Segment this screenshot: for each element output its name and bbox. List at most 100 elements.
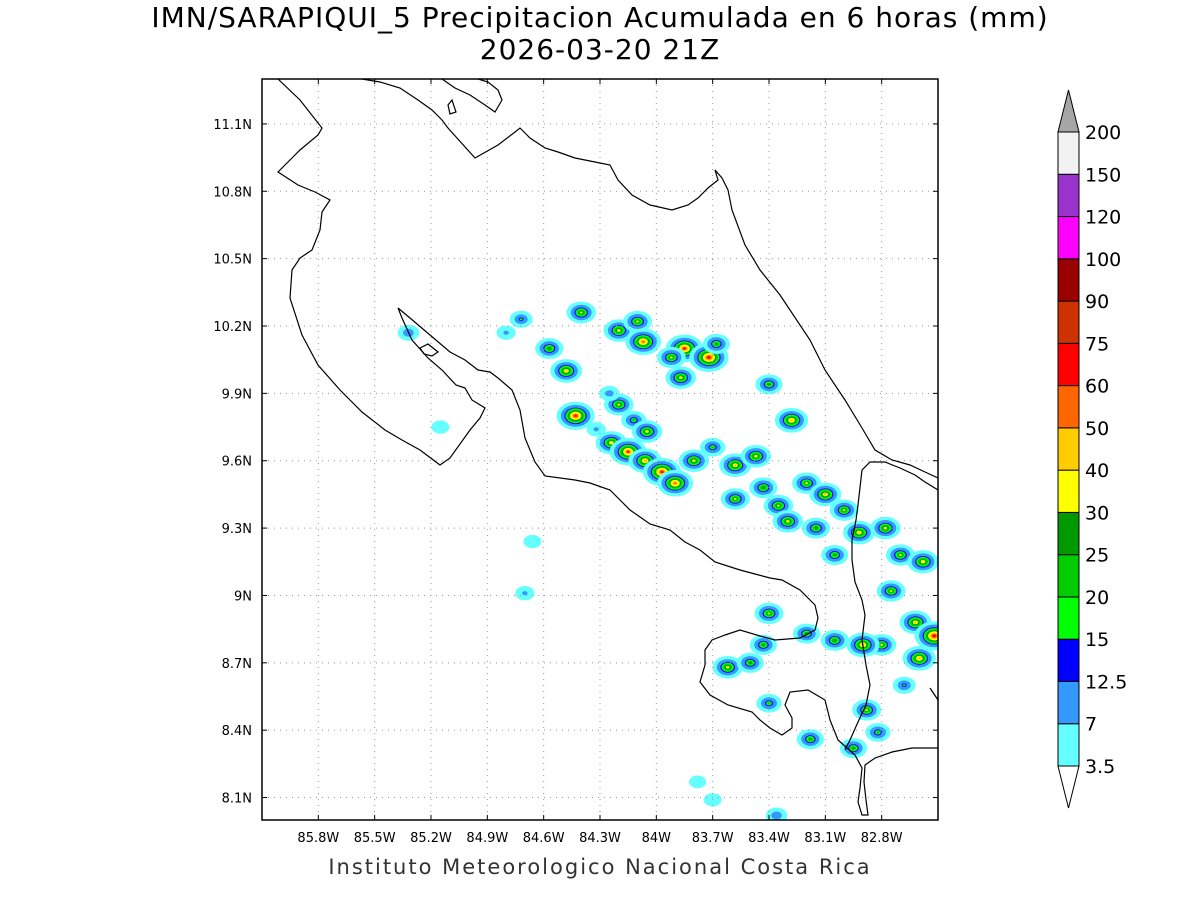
tick-label-lat: 11.1N [213, 118, 252, 133]
precip-cell-62 [431, 420, 450, 434]
tick-label-lat: 8.1N [222, 792, 252, 807]
precip-contour [503, 330, 509, 335]
precip-cell-31 [763, 494, 794, 517]
tick-label-lon: 83.1W [804, 831, 846, 846]
precip-cell-36 [829, 499, 859, 521]
legend-swatch [1057, 723, 1080, 767]
precip-contour [833, 554, 837, 557]
precip-contour [692, 459, 696, 463]
tick-label-lat: 10.5N [213, 253, 252, 268]
color-legend: 3.5 7 12.5 15 20 25 30 40 50 60 75 90 100 120 150 200 [1057, 89, 1127, 809]
precip-contour [777, 504, 780, 507]
precip-cell-7 [496, 325, 516, 340]
precip-contour [917, 657, 921, 660]
precip-contour [805, 482, 808, 485]
precip-contour [636, 320, 639, 323]
precip-contour [431, 420, 450, 434]
precip-contour [733, 497, 737, 500]
precip-contour [673, 482, 677, 485]
precip-contour [785, 519, 790, 523]
precip-contour [823, 493, 827, 496]
precip-cell-42 [876, 580, 906, 602]
tick-label-lat: 10.8N [213, 185, 252, 200]
precip-contour [547, 347, 551, 350]
precip-cell-67 [765, 807, 788, 820]
precip-cell-64 [515, 586, 535, 601]
tick-label-lon: 85.2W [410, 831, 452, 846]
legend-label: 90 [1085, 291, 1109, 313]
precip-contour [617, 403, 621, 406]
legend-swatch [1057, 469, 1080, 513]
tick-label-lon: 84W [642, 831, 672, 846]
legend-over-arrow [1057, 89, 1080, 133]
tick-label-lon: 85.8W [297, 831, 339, 846]
precip-contour [707, 356, 711, 359]
precip-cell-59 [892, 676, 916, 694]
precipitation-field [397, 301, 938, 820]
precip-cell-51 [712, 656, 743, 679]
legend-swatch [1057, 638, 1080, 682]
precip-contour [876, 731, 880, 734]
legend-label: 3.5 [1085, 756, 1115, 778]
precip-cell-58 [865, 723, 891, 742]
precip-contour [523, 534, 542, 549]
legend-label: 75 [1085, 333, 1109, 355]
precip-cell-44 [914, 621, 938, 651]
precip-cell-6 [509, 310, 533, 328]
legend-swatch [1057, 342, 1080, 387]
tick-label-lon: 84.9W [466, 831, 508, 846]
latitude-ticks: 8.1N 8.4N 8.7N 9N 9.3N 9.6N 9.9N 10.2N 10.5N 10.8… [213, 118, 938, 807]
legend-swatch [1057, 554, 1080, 598]
precip-contour [641, 340, 645, 343]
precip-cell-2 [623, 310, 653, 333]
precip-cell-33 [809, 482, 842, 507]
tick-label-lon: 84.3W [579, 831, 621, 846]
precip-contour [748, 661, 752, 664]
precip-cell-60 [599, 385, 620, 401]
legend-swatch [1057, 216, 1080, 260]
precip-cell-66 [689, 775, 707, 789]
precip-contour [645, 430, 649, 433]
tick-label-lon: 83.7W [692, 831, 734, 846]
title-line-1: IMN/SARAPIQUI_5 Precipitacion Acumulada … [151, 1, 1049, 34]
precip-cell-27 [719, 453, 752, 478]
border-east [929, 687, 938, 701]
legend-under-arrow [1057, 765, 1080, 809]
lake-island [447, 98, 457, 115]
legend-label: 100 [1085, 249, 1121, 271]
precip-contour [852, 747, 855, 750]
precip-contour [683, 347, 686, 350]
precip-cell-63 [523, 534, 542, 549]
precip-cell-28 [740, 444, 772, 468]
precip-contour [689, 775, 707, 789]
precip-contour [522, 591, 528, 596]
precip-contour [519, 318, 523, 321]
precip-contour [920, 560, 926, 564]
precip-contour [857, 531, 861, 534]
tick-label-lat: 8.7N [222, 657, 252, 672]
precip-contour [771, 811, 782, 820]
precip-contour [678, 376, 683, 380]
precip-cell-26 [700, 437, 726, 457]
tick-label-lon: 84.6W [523, 831, 565, 846]
precip-cell-16 [556, 401, 595, 430]
tick-label-lat: 8.4N [222, 724, 252, 739]
legend-label: 50 [1085, 418, 1109, 440]
precip-contour [715, 342, 718, 345]
legend-swatch [1057, 511, 1080, 556]
border-panama [851, 461, 938, 583]
precip-cell-30 [720, 488, 750, 510]
legend-label: 120 [1085, 207, 1121, 229]
precip-cell-12 [702, 333, 731, 355]
precip-cell-37 [843, 520, 876, 545]
precip-contour [767, 383, 771, 386]
precip-contour [608, 441, 614, 445]
precip-contour [889, 589, 893, 592]
precip-cell-32 [792, 472, 822, 494]
precip-contour [643, 459, 647, 462]
precip-cell-56 [839, 738, 868, 759]
legend-label: 30 [1085, 502, 1109, 524]
legend-swatch [1057, 385, 1080, 429]
legend-swatch [1057, 173, 1080, 218]
